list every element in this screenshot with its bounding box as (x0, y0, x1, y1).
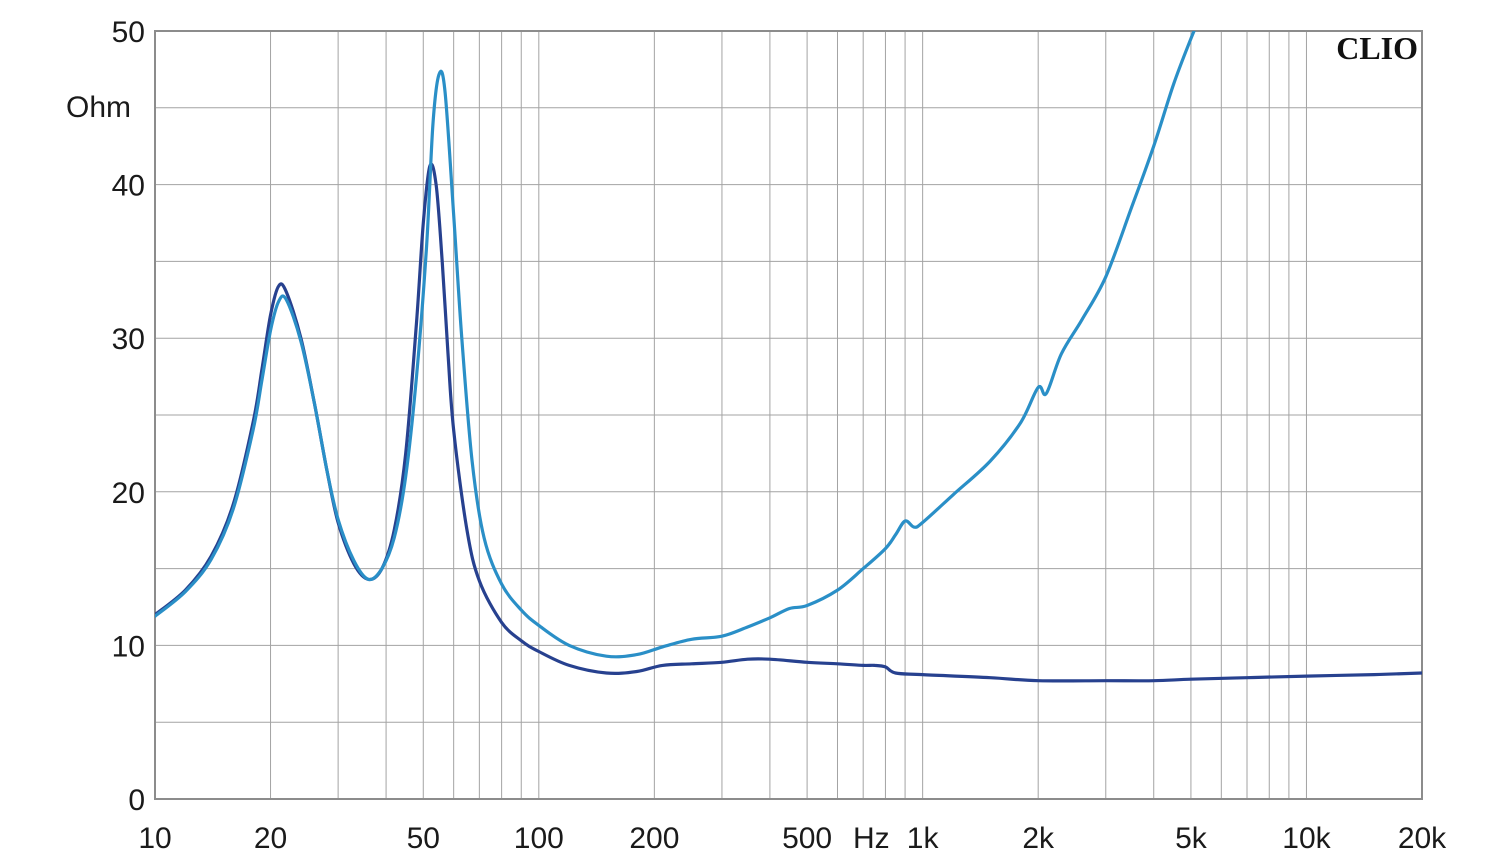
clio-brand-label: CLIO (1336, 30, 1418, 66)
x-tick-label: 100 (514, 822, 564, 855)
y-tick-label: 30 (112, 323, 145, 356)
x-tick-label: 5k (1175, 822, 1208, 855)
plot-frame (154, 30, 1423, 800)
y-tick-label: 40 (112, 170, 145, 203)
x-tick-label: 200 (629, 822, 679, 855)
series-layer (155, 31, 1422, 683)
x-tick-label: 1k (907, 822, 940, 855)
x-tick-label: 50 (407, 822, 440, 855)
impedance-curve-1 (155, 162, 1422, 683)
y-tick-label: 10 (112, 630, 145, 663)
x-tick-label: 500 (782, 822, 832, 855)
x-tick-label: 10 (138, 822, 171, 855)
impedance-curve-2 (155, 31, 1196, 659)
minor-gridlines (155, 31, 1422, 799)
y-tick-label: 0 (128, 784, 145, 817)
y-tick-labels: 0 10 20 30 40 50 (112, 16, 145, 817)
y-tick-label: 20 (112, 477, 145, 510)
x-tick-label: 2k (1022, 822, 1055, 855)
x-tick-labels: 10 20 50 100 200 500 1k 2k 5k 10k 20k (138, 822, 1447, 855)
y-tick-label: 50 (112, 16, 145, 49)
x-tick-label: 10k (1282, 822, 1331, 855)
y-axis-unit-label: Ohm (66, 91, 131, 124)
x-axis-unit-label: Hz (853, 822, 890, 855)
x-tick-label: 20 (254, 822, 287, 855)
x-tick-label: 20k (1398, 822, 1447, 855)
